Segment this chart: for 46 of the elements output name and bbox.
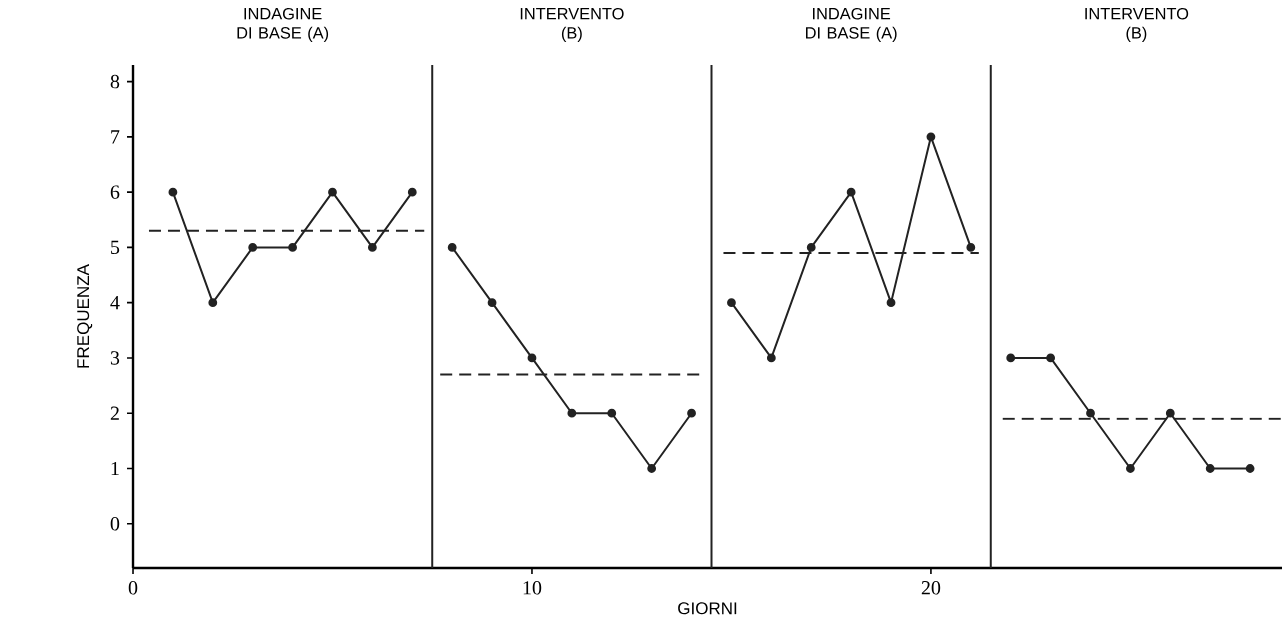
y-tick-label: 5 [111, 240, 120, 255]
point [1205, 464, 1215, 473]
point [926, 132, 936, 142]
point [1126, 464, 1135, 473]
point [407, 187, 417, 197]
point [527, 353, 537, 363]
point [1046, 353, 1056, 363]
point [607, 408, 617, 418]
y-tick-label: 7 [111, 130, 120, 144]
point [447, 243, 457, 252]
y-tick-label: 8 [110, 74, 120, 89]
point [367, 243, 377, 252]
point [1245, 464, 1255, 473]
text: INDAGINE DI BASE (A) [237, 7, 329, 42]
point [567, 408, 577, 418]
point [328, 187, 337, 197]
y-axis-title: FREQUENZA [77, 264, 93, 368]
point [1006, 353, 1016, 363]
point [886, 298, 896, 308]
point [487, 298, 497, 308]
y-tick-label: 3 [110, 351, 120, 365]
y-tick-label: 4 [110, 296, 120, 310]
y-tick-label: 2 [110, 406, 119, 420]
point [647, 464, 657, 473]
x-tick-label: 0 [128, 581, 138, 595]
point [766, 353, 776, 363]
point [1086, 408, 1095, 418]
point [687, 408, 696, 418]
point [727, 298, 736, 308]
x-tick-label: 10 [523, 581, 542, 595]
text: INTERVENTO (B) [1085, 7, 1189, 42]
x-tick-label: 20 [921, 581, 941, 595]
point [806, 243, 816, 252]
point [248, 243, 258, 252]
point [1165, 408, 1175, 418]
x-axis-title: GIORNI [678, 602, 737, 615]
y-tick-label: 1 [111, 461, 119, 476]
point [288, 243, 297, 252]
text: INDAGINE DI BASE (A) [806, 7, 897, 42]
point [208, 298, 218, 308]
y-tick-label: 6 [110, 185, 120, 199]
y-tick-label: 0 [110, 517, 120, 531]
text: INTERVENTO (B) [520, 7, 624, 42]
point [966, 243, 976, 252]
point [168, 187, 178, 197]
point [846, 187, 856, 197]
